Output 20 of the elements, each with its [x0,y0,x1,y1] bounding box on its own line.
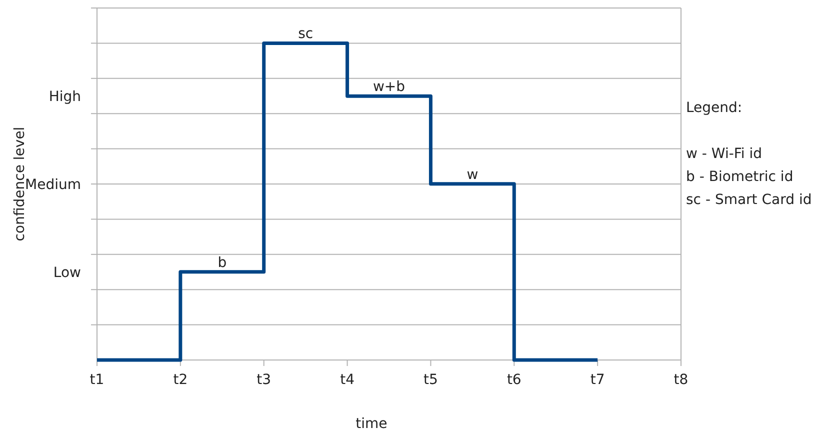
x-tick-label: t4 [340,372,355,388]
text: Low [53,264,81,281]
text: b - Biometric id [686,169,794,185]
x-tick-label: t1 [90,372,104,388]
text: w - Wi-Fi id [686,146,762,162]
text: Medium [25,176,81,193]
x-tick-label: t3 [256,372,272,388]
annotation: sc [298,26,314,42]
x-tick-label: t6 [506,372,522,388]
annotation: b [218,254,227,271]
x-axis-title: time [356,416,388,432]
annotation: w [466,166,478,183]
text: Legend: [686,100,742,116]
x-tick-label: t7 [590,372,605,388]
x-tick-label: t2 [173,372,188,388]
annotation: w+b [372,79,406,96]
text: sc - Smart Card id [686,192,812,208]
x-tick-label: t8 [674,372,688,388]
x-tick-label: t5 [424,372,438,388]
text: High [48,88,81,105]
